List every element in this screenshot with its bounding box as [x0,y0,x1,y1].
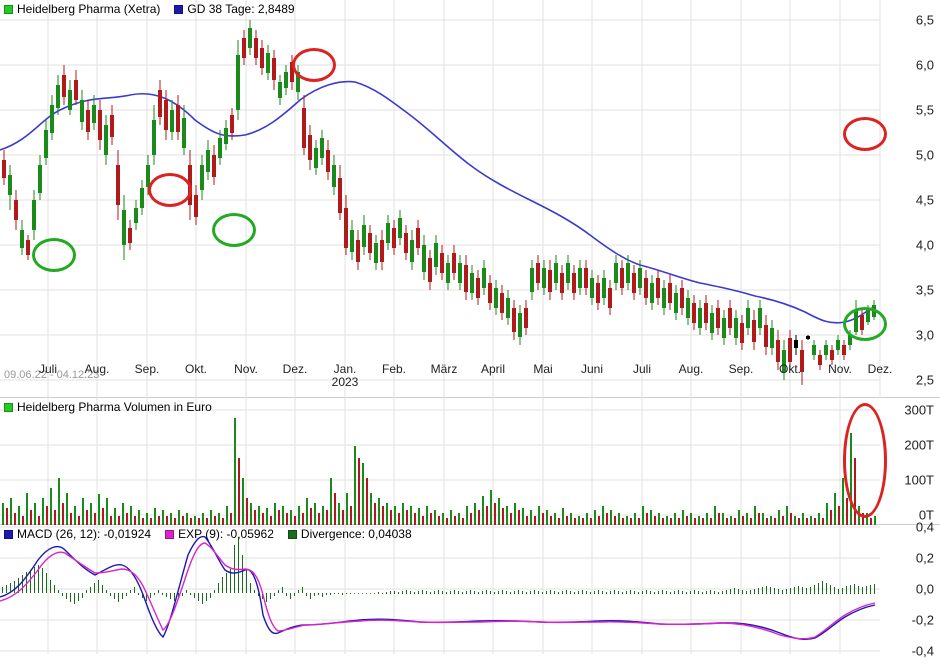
date-tick: Nov. [234,363,258,376]
price-axis-label: 6,0 [916,58,934,73]
price-panel: Heidelberg Pharma (Xetra) GD 38 Tage: 2,… [0,0,940,398]
price-axis-label: 2,5 [916,373,934,388]
date-tick: Juli [39,363,57,376]
date-tick: Nov. [828,363,852,376]
price-axis-label: 5,5 [916,103,934,118]
macd-legend-label-1: EXP (9): -0,05962 [178,527,274,541]
volume-color-swatch [4,403,13,412]
exp-line [0,543,875,639]
volume-chart-svg [0,398,940,525]
macd-panel: MACD (26, 12): -0,01924 EXP (9): -0,0596… [0,525,940,654]
chart-root: { "title_legend": { "series_name": "Heid… [0,0,940,669]
ma-legend-item: GD 38 Tage: 2,8489 [174,2,294,16]
date-tick: Dez. [283,363,308,376]
date-tick: Juli [633,363,651,376]
macd-gridlines [0,525,880,654]
macd-line [0,537,875,640]
macd-legend-item-1: EXP (9): -0,05962 [165,527,274,541]
volume-legend-item: Heidelberg Pharma Volumen in Euro [4,400,212,414]
volume-gridlines [0,398,880,525]
macd-chart-svg [0,525,940,654]
date-tick: April [481,363,505,376]
macd-axis-label: 0,0 [916,582,934,597]
volume-bars [2,418,876,525]
date-tick: Juni [581,363,603,376]
macd-color-swatch [4,530,13,539]
macd-axis-label: -0,2 [912,613,934,628]
price-chart-svg [0,0,940,398]
date-tick: März [431,363,458,376]
date-tick: Dez. [868,363,893,376]
date-tick: Sep. [729,363,754,376]
date-tick: Okt. [779,363,801,376]
price-legend: Heidelberg Pharma (Xetra) GD 38 Tage: 2,… [4,2,295,16]
volume-axis-label: 300T [904,403,934,418]
volume-legend-label: Heidelberg Pharma Volumen in Euro [17,400,212,414]
price-axis-label: 6,5 [916,13,934,28]
date-tick: Mai [533,363,552,376]
volume-legend: Heidelberg Pharma Volumen in Euro [4,400,212,414]
macd-axis-label: 0,4 [916,520,934,535]
date-tick: Okt. [185,363,207,376]
volume-axis-label: 100T [904,473,934,488]
price-axis-label: 3,5 [916,283,934,298]
macd-legend: MACD (26, 12): -0,01924 EXP (9): -0,0596… [4,527,412,541]
macd-axis-label: 0,2 [916,551,934,566]
volume-panel: Heidelberg Pharma Volumen in Euro [0,398,940,525]
macd-legend-label-2: Divergence: 0,04038 [301,527,412,541]
ma-legend-label: GD 38 Tage: 2,8489 [187,2,294,16]
macd-divergence-bars [2,537,875,604]
volume-axis-label: 200T [904,438,934,453]
price-axis-label: 4,0 [916,238,934,253]
macd-legend-item-0: MACD (26, 12): -0,01924 [4,527,151,541]
date-tick: Jan. 2023 [332,363,359,389]
price-axis-label: 3,0 [916,328,934,343]
macd-axis-label: -0,4 [912,644,934,659]
date-axis: Juli Aug. Sep. Okt. Nov. Dez. Jan. 2023 … [0,363,880,393]
date-tick: Aug. [85,363,110,376]
macd-legend-item-2: Divergence: 0,04038 [288,527,412,541]
exp-color-swatch [165,530,174,539]
date-tick: Feb. [382,363,406,376]
series-legend-item: Heidelberg Pharma (Xetra) [4,2,160,16]
series-color-swatch [4,5,13,14]
series-legend-label: Heidelberg Pharma (Xetra) [17,2,160,16]
divergence-color-swatch [288,530,297,539]
candlestick-series [2,20,876,385]
date-tick: Aug. [679,363,704,376]
price-axis-label: 5,0 [916,148,934,163]
date-tick: Sep. [135,363,160,376]
macd-histogram-flat [378,581,875,594]
ma-color-swatch [174,5,183,14]
price-axis-label: 4,5 [916,193,934,208]
macd-legend-label-0: MACD (26, 12): -0,01924 [17,527,151,541]
